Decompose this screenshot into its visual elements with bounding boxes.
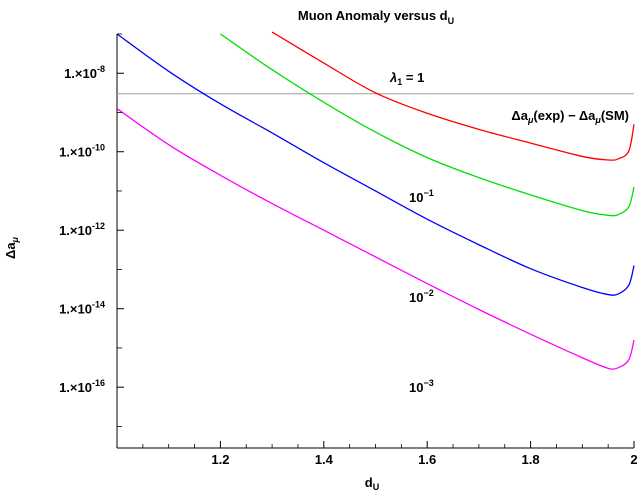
series-label-1e-1: 10−1 (409, 188, 434, 205)
x-tick-label: 2 (630, 452, 637, 467)
y-tick-label: 1.×10-8 (64, 64, 105, 81)
chart-title: Muon Anomaly versus dU (298, 8, 454, 26)
plot-frame (116, 34, 634, 449)
x-tick-label: 1.4 (315, 452, 334, 467)
x-tick-label: 1.2 (211, 452, 229, 467)
series-label-lambda-1: λ1 = 1 (389, 70, 424, 87)
y-axis-label: Δaμ (3, 236, 20, 259)
y-tick-label: 1.×10-10 (59, 143, 105, 160)
reference-line-label: Δaμ(exp) − Δaμ(SM) (511, 108, 629, 125)
x-tick-label: 1.6 (418, 452, 436, 467)
y-tick-label: 1.×10-16 (59, 378, 105, 395)
series-label-1e-2: 10−2 (409, 288, 434, 305)
y-tick-label: 1.×10-14 (59, 300, 105, 317)
series-line-1 (271, 31, 635, 161)
series-line-3 (117, 33, 635, 296)
series-layer (117, 31, 635, 370)
series-line-2 (220, 33, 635, 217)
x-tick-label: 1.8 (522, 452, 540, 467)
x-axis-label: dU (365, 475, 379, 491)
series-label-1e-3: 10−3 (409, 378, 434, 395)
series-line-4 (117, 108, 635, 370)
y-tick-label: 1.×10-12 (59, 221, 105, 238)
tick-layer: 1.2 1.4 1.6 1.8 2 1.×10-8 1.×10-10 1.×10-12 1.×1… (59, 33, 637, 467)
